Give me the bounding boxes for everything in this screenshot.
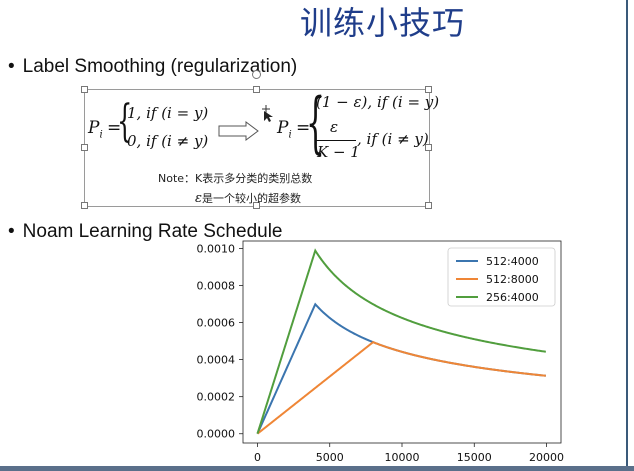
y-tick-label: 0.0010: [197, 242, 236, 255]
move-cursor-icon: [262, 105, 273, 122]
formula-left-p: Pi: [88, 118, 103, 141]
slide-bottom-border: [0, 466, 634, 471]
formula-left-eq: =: [107, 118, 122, 138]
legend-box: [447, 247, 556, 307]
formula-left-case2: 0, if (i ≠ y): [127, 132, 209, 150]
formula-note-2: ε是一个较小的超参数: [195, 191, 301, 206]
legend-label: 512:8000: [486, 273, 539, 286]
series-line-256-4000: [256, 248, 546, 434]
resize-handle-bottom-left[interactable]: [81, 202, 88, 209]
bullet-text: Noam Learning Rate Schedule: [22, 221, 283, 242]
lr-schedule-chart: 0.0000 0.0002 0.0004 0.0006 0.0008 0.0010 0 50…: [197, 240, 564, 464]
x-axis: 0 5000 10000 15000 20000: [254, 443, 564, 464]
y-tick-label: 0.0006: [197, 317, 236, 330]
bullet-dot: •: [8, 221, 15, 242]
slide-title: 训练小技巧: [300, 4, 466, 42]
x-tick-label: 10000: [385, 451, 420, 464]
y-axis: 0.0000 0.0002 0.0004 0.0006 0.0008 0.0010: [197, 242, 243, 441]
legend-label: 512:4000: [486, 255, 539, 268]
rotate-handle[interactable]: [252, 70, 261, 79]
formula-right-brace: {: [306, 84, 325, 161]
resize-handle-bottom-right[interactable]: [425, 202, 432, 209]
bullet-dot: •: [8, 56, 15, 77]
resize-handle-top-center[interactable]: [253, 86, 260, 93]
series-lines: [256, 248, 546, 435]
resize-handle-middle-right[interactable]: [425, 144, 432, 151]
formula-right-frac-den: K − 1: [317, 143, 360, 161]
resize-handle-middle-left[interactable]: [81, 144, 88, 151]
bullet-label-smoothing: • Label Smoothing (regularization): [8, 56, 297, 78]
x-tick-label: 0: [254, 451, 261, 464]
fraction-bar: [316, 140, 356, 141]
x-tick-label: 15000: [457, 451, 492, 464]
formula-note-1: Note：K表示多分类的类别总数: [158, 172, 313, 185]
formula-right-frac-num: ε: [330, 118, 339, 136]
x-tick-label: 20000: [529, 451, 564, 464]
formula-right-case1: (1 − ε), if (i = y): [316, 93, 440, 111]
resize-handle-bottom-center[interactable]: [253, 202, 260, 209]
formula-left-brace: {: [117, 96, 133, 147]
arrow-right-icon: [218, 121, 259, 141]
bullet-noam: • Noam Learning Rate Schedule: [8, 221, 283, 243]
y-tick-label: 0.0008: [197, 279, 236, 292]
resize-handle-top-right[interactable]: [425, 86, 432, 93]
formula-right-p: Pi: [277, 118, 292, 141]
formula-right-eq: =: [296, 118, 311, 138]
bullet-text: Label Smoothing (regularization): [22, 56, 298, 77]
formula-right-case2: , if (i ≠ y): [357, 130, 429, 148]
legend-label: 256:4000: [486, 291, 539, 304]
formula-left-case1: 1, if (i = y): [127, 104, 209, 122]
y-tick-label: 0.0004: [197, 354, 236, 367]
x-tick-label: 5000: [316, 451, 344, 464]
slide-right-border: [626, 0, 628, 471]
series-line-512-8000: [256, 341, 546, 435]
resize-handle-top-left[interactable]: [81, 86, 88, 93]
y-tick-label: 0.0000: [197, 428, 236, 441]
y-tick-label: 0.0002: [197, 391, 236, 404]
legend: 512:4000 512:8000 256:4000: [447, 247, 556, 307]
series-line-512-4000: [256, 302, 546, 435]
